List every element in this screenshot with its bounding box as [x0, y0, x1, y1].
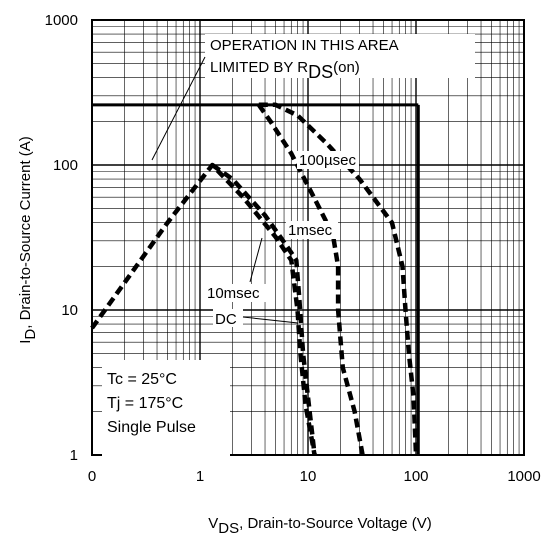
conditions-box — [102, 360, 230, 456]
area-annotation-line1: OPERATION IN THIS AREA — [210, 37, 399, 54]
label-100usec: 100µsec — [299, 152, 357, 169]
y-tick-label: 1000 — [45, 12, 78, 29]
area-annotation-line2: LIMITED BY RDS(on) — [210, 59, 360, 82]
x-tick-labels: 0 1 10 100 1000 — [88, 468, 541, 485]
label-1msec: 1msec — [288, 222, 333, 239]
y-tick-labels: 1 10 100 1000 — [45, 12, 78, 464]
x-tick-label: 0 — [88, 468, 96, 485]
y-tick-label: 1 — [70, 447, 78, 464]
condition-pulse: Single Pulse — [107, 419, 196, 436]
grid-minor — [92, 20, 524, 455]
x-tick-label: 10 — [300, 468, 317, 485]
y-tick-label: 10 — [61, 302, 78, 319]
x-tick-label: 100 — [403, 468, 428, 485]
limit-lines — [92, 103, 420, 455]
area-annotation-bg — [205, 34, 475, 78]
area-annotation-leader — [151, 56, 206, 161]
condition-tc: Tc = 25°C — [107, 371, 177, 388]
plot-frame — [91, 19, 525, 456]
label-dc-leader — [242, 316, 299, 324]
label-10msec: 10msec — [207, 285, 260, 302]
label-dc-bg — [213, 309, 243, 327]
series-line-10msec — [211, 163, 317, 456]
x-tick-label: 1 — [196, 468, 204, 485]
y-tick-label: 100 — [53, 157, 78, 174]
label-10msec-leader — [249, 237, 263, 283]
series-line-100sec — [258, 102, 419, 456]
series-group — [90, 102, 419, 456]
y-axis-label: ID, Drain-to-Source Current (A) — [17, 136, 39, 344]
label-10msec-bg — [204, 284, 266, 302]
series-line-dc — [90, 162, 317, 456]
x-tick-label: 1000 — [507, 468, 540, 485]
label-100usec-bg — [297, 151, 359, 169]
condition-tj: Tj = 175°C — [107, 395, 183, 412]
x-axis-label: VDS, Drain-to-Source Voltage (V) — [208, 515, 431, 534]
label-1msec-bg — [286, 221, 338, 239]
label-dc: DC — [215, 311, 237, 328]
